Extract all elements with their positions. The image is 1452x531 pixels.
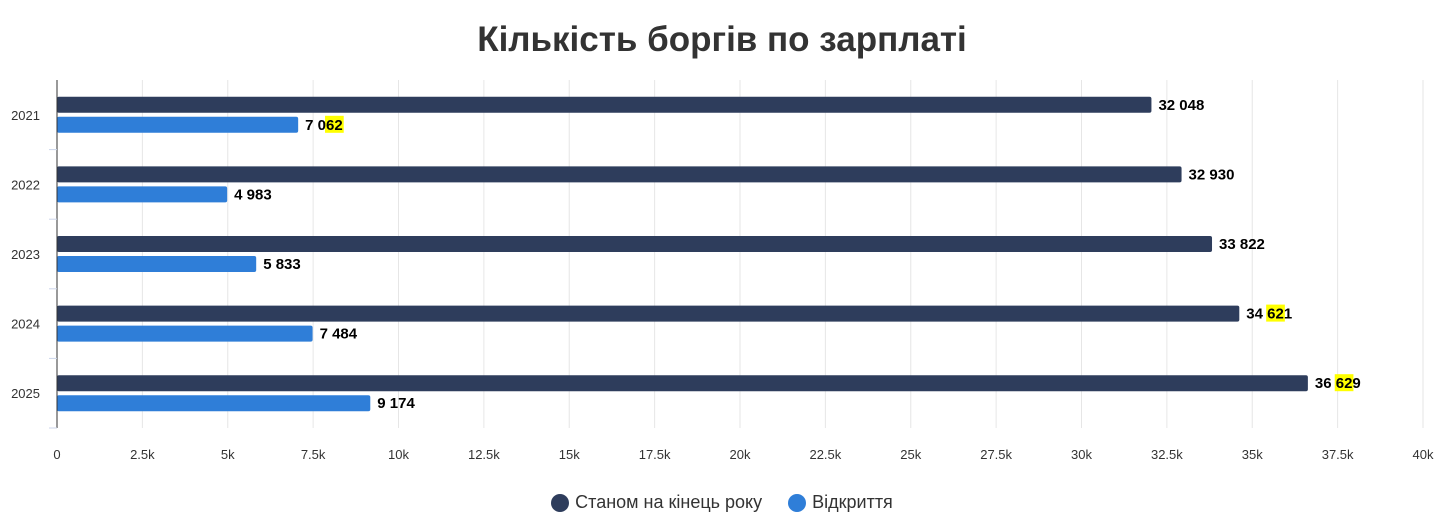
legend-label: Відкриття — [812, 492, 893, 512]
x-tick-label: 25k — [900, 447, 921, 462]
data-label: 33 822 — [1219, 236, 1265, 253]
x-tick-label: 20k — [730, 447, 751, 462]
x-tick-label: 5k — [221, 447, 235, 462]
grid-lines — [141, 80, 1424, 428]
category-label: 2023 — [11, 247, 40, 262]
bar[interactable] — [57, 96, 1152, 113]
bar[interactable] — [57, 325, 313, 342]
x-tick-label: 0 — [53, 447, 60, 462]
bar[interactable] — [57, 256, 257, 272]
x-tick-label: 7.5k — [301, 447, 326, 462]
legend: Станом на кінець року Відкриття — [0, 492, 1444, 513]
category-label: 2025 — [11, 386, 40, 401]
legend-marker-icon — [551, 493, 570, 512]
bar[interactable] — [57, 375, 1308, 392]
data-label: 7 062 — [305, 117, 343, 134]
data-label: 5 833 — [263, 256, 301, 273]
chart-title: Кількість боргів по зарплаті — [477, 20, 967, 59]
data-label: 7 484 — [320, 326, 358, 343]
legend-label: Станом на кінець року — [575, 492, 763, 512]
bars — [57, 96, 1308, 412]
x-tick-label: 10k — [388, 447, 409, 462]
bar[interactable] — [57, 166, 1182, 183]
x-tick-label: 15k — [559, 447, 580, 462]
x-tick-label: 35k — [1242, 447, 1263, 462]
bar[interactable] — [57, 186, 228, 203]
highlight-mark — [1334, 374, 1354, 392]
data-label: 32 048 — [1158, 97, 1204, 114]
category-label: 2022 — [11, 177, 40, 192]
bar[interactable] — [57, 116, 299, 133]
category-label: 2021 — [11, 108, 40, 123]
data-labels: 32 048 32 930 33 822 34 621 36 629 7 062 4 983… — [234, 97, 1361, 412]
x-tick-label: 27.5k — [980, 447, 1012, 462]
axes: 0 2.5k 5k 7.5k 10k 12.5k 15k 17.5k 20k 22.5k 25k 27… — [11, 80, 1434, 462]
category-label: 2024 — [11, 317, 40, 332]
x-tick-label: 12.5k — [468, 447, 500, 462]
legend-marker-icon — [788, 493, 807, 512]
x-tick-label: 17.5k — [639, 447, 671, 462]
x-tick-label: 32.5k — [1151, 447, 1183, 462]
x-tick-label: 40k — [1413, 447, 1434, 462]
bar[interactable] — [57, 305, 1240, 322]
highlight-mark — [1266, 304, 1285, 322]
bar[interactable] — [57, 236, 1213, 252]
bar[interactable] — [57, 395, 371, 412]
data-label: 36 629 — [1315, 375, 1361, 392]
x-tick-label: 22.5k — [809, 447, 841, 462]
data-label: 34 621 — [1246, 306, 1292, 323]
data-label: 4 983 — [234, 186, 272, 203]
highlight-mark — [325, 115, 344, 133]
legend-item-year-end[interactable]: Станом на кінець року — [551, 492, 762, 513]
x-tick-label: 37.5k — [1322, 447, 1354, 462]
x-tick-label: 30k — [1071, 447, 1092, 462]
data-label: 32 930 — [1189, 166, 1235, 183]
data-label: 9 174 — [377, 395, 415, 412]
x-tick-label: 2.5k — [130, 447, 155, 462]
legend-item-openings[interactable]: Відкриття — [788, 492, 893, 513]
